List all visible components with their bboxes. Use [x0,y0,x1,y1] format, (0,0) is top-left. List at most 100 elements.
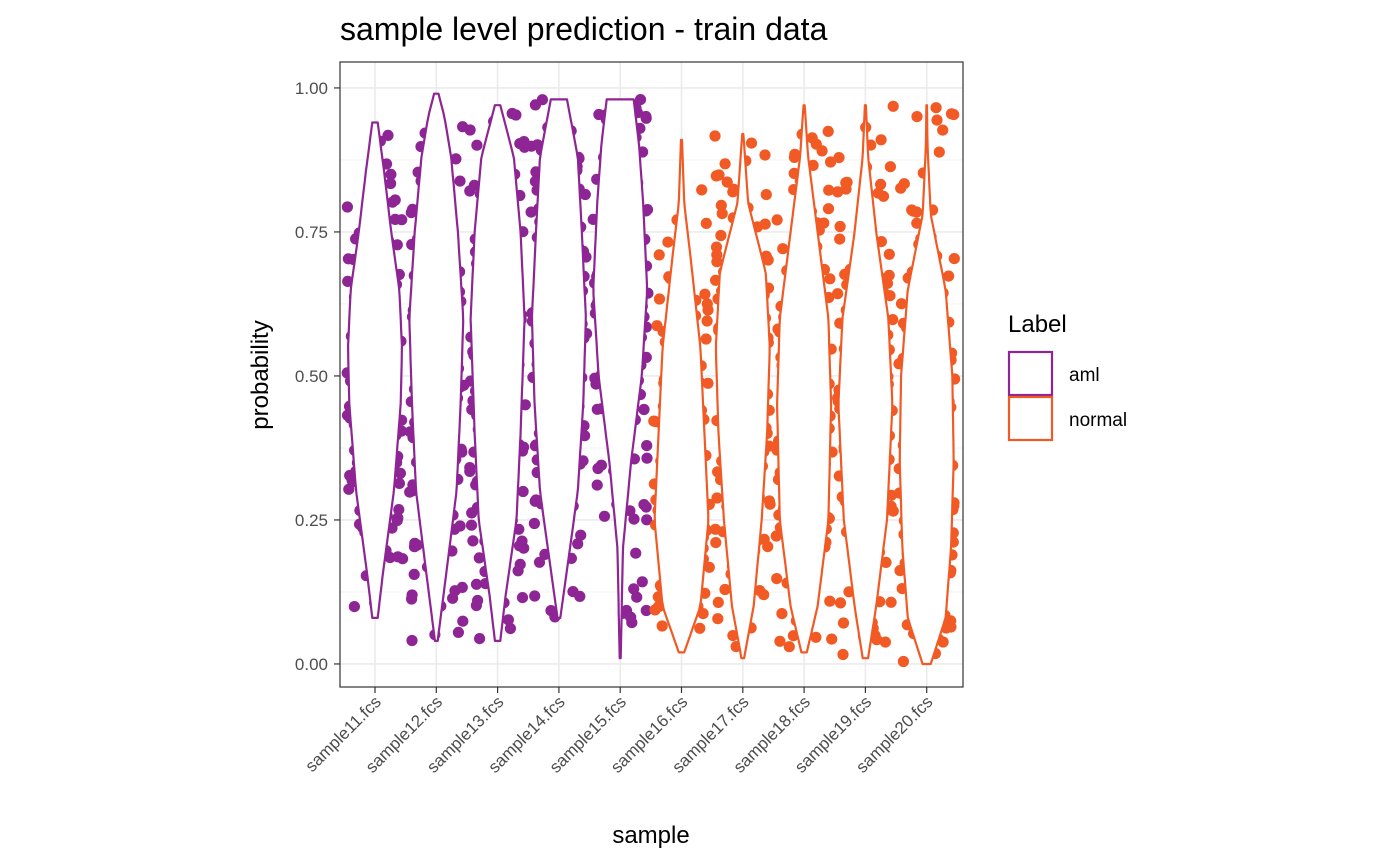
data-point-aml [591,479,603,491]
data-point-normal [662,236,674,248]
data-point-normal [721,176,733,188]
data-point-normal [824,273,836,285]
data-point-aml [464,185,476,197]
data-point-normal [759,149,771,161]
data-point-aml [572,538,584,550]
data-point-aml [518,542,530,554]
data-point-aml [636,576,648,588]
data-point-normal [709,130,721,142]
data-point-aml [385,177,397,190]
data-point-aml [382,129,394,141]
data-point-aml [533,556,546,568]
data-point-normal [834,597,847,609]
data-point-normal [758,533,770,546]
data-point-normal [710,537,722,549]
violin-sample16 [653,138,710,654]
data-point-aml [628,513,640,525]
data-point-aml [640,604,652,617]
data-point-normal [822,203,835,215]
data-point-normal [770,530,782,542]
data-point-normal [701,298,713,310]
data-point-aml [641,514,653,526]
data-point-normal [653,293,666,305]
data-point-aml [464,462,476,474]
x-axis-title: sample [612,822,689,849]
data-point-normal [760,189,772,201]
data-point-aml [630,547,642,559]
data-point-normal [826,633,838,645]
data-point-aml [640,112,652,124]
legend-label-aml: aml [1069,365,1100,386]
data-point-normal [709,523,722,535]
data-point-normal [834,233,846,245]
data-point-normal [832,288,844,300]
data-point-normal [872,187,885,199]
data-point-normal [880,556,892,569]
data-point-normal [911,206,923,218]
data-point-normal [771,573,783,585]
violin-sample14 [530,98,587,619]
data-point-normal [710,170,722,182]
data-point-normal [754,585,766,597]
violin-sample20 [898,104,955,666]
x-axis: sample11.fcssample12.fcssample13.fcssamp… [301,687,937,777]
violin-sample15 [592,98,649,660]
data-point-normal [810,138,822,150]
y-tick-label: 0.00 [295,655,328,674]
data-point-aml [502,614,514,626]
legend-key-normal [1007,395,1054,442]
data-point-aml [545,605,557,617]
data-point-normal [911,111,923,123]
data-point-aml [506,107,518,120]
data-point-aml [341,201,353,213]
data-point-normal [837,648,849,661]
violins-layer [347,92,955,666]
data-point-aml [391,239,403,251]
data-point-aml [575,529,587,541]
legend-title: Label [1008,311,1067,338]
data-point-normal [810,631,822,643]
data-point-aml [516,592,529,604]
legend-key-aml [1007,350,1054,397]
data-point-normal [694,622,706,634]
y-tick-label: 0.75 [295,223,328,242]
data-point-aml [406,634,418,647]
data-point-normal [875,178,887,190]
data-point-aml [531,139,544,151]
data-point-aml [343,483,355,495]
y-axis-title: probability [247,320,274,429]
data-point-normal [833,152,845,164]
data-point-normal [648,415,660,427]
data-point-normal [703,561,715,573]
violin-sample13 [469,104,526,642]
data-point-aml [525,206,537,218]
violin-sample11 [347,121,403,619]
data-point-normal [931,114,943,126]
data-point-normal [711,492,723,504]
data-point-normal [887,314,899,326]
data-point-aml [393,504,405,516]
data-point-aml [348,601,360,613]
data-point-aml [452,626,464,639]
data-point-normal [699,288,711,300]
data-point-aml [470,578,483,590]
data-point-normal [776,608,788,620]
data-point-aml [464,124,476,136]
data-point-normal [702,377,714,389]
data-point-aml [591,403,603,415]
data-point-aml [391,515,403,527]
legend-label-normal: normal [1069,410,1127,431]
y-tick-label: 0.50 [295,367,328,386]
data-point-aml [406,589,418,601]
data-point-normal [825,156,837,168]
data-point-normal [764,498,776,510]
data-point-aml [574,590,586,603]
data-point-normal [948,253,960,265]
data-point-aml [450,153,462,165]
data-point-normal [771,214,783,226]
data-point-normal [824,595,836,607]
data-point-normal [943,270,955,282]
data-point-normal [719,583,731,596]
data-point-normal [822,125,834,137]
